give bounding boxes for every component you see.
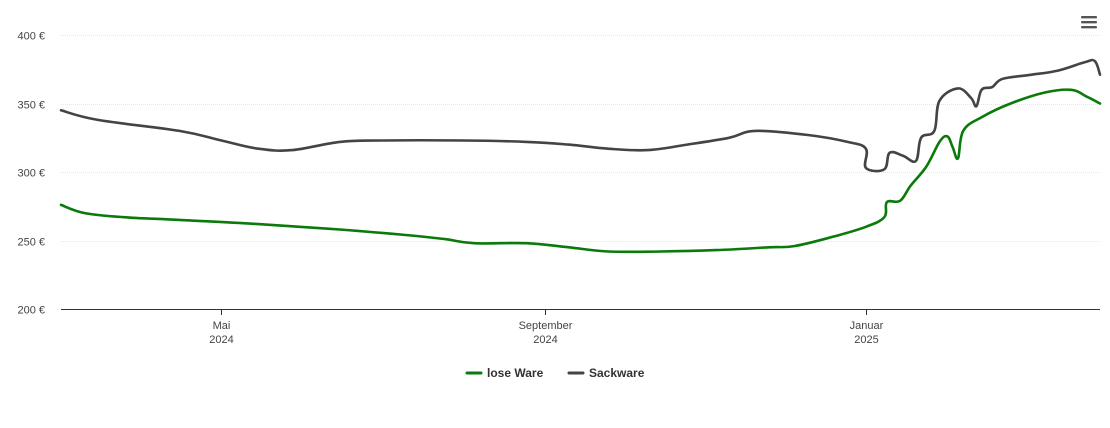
- y-tick-label: 350 €: [17, 100, 45, 112]
- x-tick-label-month: September: [519, 320, 573, 332]
- legend-item[interactable]: lose Ware: [465, 366, 544, 380]
- y-axis-ticks: 200 € 250 € 300 € 350 € 400 €: [17, 31, 45, 317]
- legend-label: lose Ware: [487, 366, 544, 380]
- y-tick-label: 300 €: [17, 168, 45, 180]
- x-tick-label-month: Januar: [850, 320, 884, 332]
- x-tick-label-year: 2025: [854, 334, 878, 346]
- x-tick-label-year: 2024: [209, 334, 233, 346]
- x-tick-label-year: 2024: [533, 334, 557, 346]
- legend-label: Sackware: [589, 366, 645, 380]
- series-line-lose-ware[interactable]: [59, 88, 1102, 254]
- legend: lose Ware Sackware: [465, 366, 645, 380]
- legend-item[interactable]: Sackware: [567, 366, 645, 380]
- y-tick-label: 200 €: [17, 305, 45, 317]
- series-lines: [59, 58, 1102, 254]
- y-tick-label: 250 €: [17, 237, 45, 249]
- hamburger-menu-icon: [1081, 16, 1097, 29]
- x-axis-ticks: Mai 2024 September 2024 Januar 2025: [209, 309, 884, 346]
- chart-menu-button[interactable]: [1080, 14, 1098, 30]
- y-tick-label: 400 €: [17, 31, 45, 43]
- series-line-sackware[interactable]: [59, 58, 1102, 173]
- x-tick-label-month: Mai: [213, 320, 231, 332]
